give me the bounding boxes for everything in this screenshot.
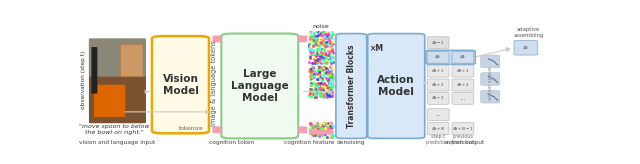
FancyBboxPatch shape — [120, 45, 143, 77]
FancyBboxPatch shape — [221, 34, 298, 138]
FancyBboxPatch shape — [428, 79, 449, 91]
FancyBboxPatch shape — [452, 79, 474, 91]
FancyBboxPatch shape — [428, 37, 449, 49]
FancyBboxPatch shape — [428, 123, 449, 135]
FancyBboxPatch shape — [452, 51, 474, 63]
Text: Large
Language
Model: Large Language Model — [231, 69, 289, 102]
FancyBboxPatch shape — [452, 123, 474, 135]
FancyBboxPatch shape — [428, 65, 449, 77]
Text: $a_t$: $a_t$ — [435, 53, 442, 61]
Text: $a_{t+1}$: $a_{t+1}$ — [456, 67, 470, 75]
Text: observation (step t): observation (step t) — [81, 51, 86, 110]
FancyBboxPatch shape — [309, 130, 333, 135]
Text: $a_{t+1}$: $a_{t+1}$ — [431, 67, 445, 75]
Text: ×M: ×M — [369, 44, 383, 53]
Text: $a_t$: $a_t$ — [522, 44, 530, 52]
FancyBboxPatch shape — [452, 65, 474, 77]
FancyBboxPatch shape — [514, 41, 538, 55]
Text: Transformer Blocks: Transformer Blocks — [347, 44, 356, 128]
FancyBboxPatch shape — [309, 83, 333, 97]
Text: cognition feature: cognition feature — [284, 140, 334, 145]
FancyBboxPatch shape — [426, 50, 476, 64]
Text: ...: ... — [317, 120, 326, 130]
Text: Action
Model: Action Model — [378, 75, 415, 97]
Text: noise: noise — [313, 24, 330, 29]
Text: tokenize: tokenize — [179, 126, 204, 131]
FancyBboxPatch shape — [428, 109, 449, 121]
FancyBboxPatch shape — [336, 34, 367, 138]
FancyBboxPatch shape — [428, 51, 449, 63]
FancyBboxPatch shape — [309, 66, 333, 80]
Text: vision and language input: vision and language input — [79, 140, 156, 145]
Text: "move spoon to below
the bowl on right.": "move spoon to below the bowl on right." — [79, 124, 150, 135]
Text: Vision
Model: Vision Model — [163, 74, 198, 95]
FancyBboxPatch shape — [481, 55, 500, 68]
FancyBboxPatch shape — [212, 126, 221, 133]
FancyBboxPatch shape — [481, 90, 500, 103]
FancyBboxPatch shape — [309, 49, 333, 63]
FancyBboxPatch shape — [481, 73, 500, 85]
Text: $a_{t-1}$: $a_{t-1}$ — [431, 39, 445, 47]
Text: Image & language tokens: Image & language tokens — [211, 40, 218, 126]
Text: $a_{t+N-1}$: $a_{t+N-1}$ — [452, 125, 474, 133]
Text: adaptive
assembling: adaptive assembling — [513, 27, 543, 38]
FancyBboxPatch shape — [452, 92, 474, 104]
FancyBboxPatch shape — [428, 92, 449, 104]
FancyBboxPatch shape — [89, 39, 146, 123]
Text: ...: ... — [435, 112, 441, 117]
FancyBboxPatch shape — [92, 47, 97, 94]
FancyBboxPatch shape — [152, 36, 209, 133]
Text: $a_{t+3}$: $a_{t+3}$ — [431, 94, 445, 102]
Text: denoising: denoising — [337, 140, 365, 145]
FancyBboxPatch shape — [309, 32, 333, 46]
Text: action output: action output — [445, 140, 484, 145]
Text: cognition token: cognition token — [209, 140, 254, 145]
FancyBboxPatch shape — [94, 85, 125, 117]
FancyBboxPatch shape — [89, 39, 146, 77]
Text: ...: ... — [460, 96, 465, 101]
Text: $a_{t+2}$: $a_{t+2}$ — [431, 81, 445, 89]
Text: $a_{t+N}$: $a_{t+N}$ — [431, 125, 445, 133]
Text: action space: action space — [488, 66, 493, 100]
Text: step t
prediction: step t prediction — [426, 134, 451, 145]
Text: $a_{t+2}$: $a_{t+2}$ — [456, 81, 470, 89]
FancyBboxPatch shape — [309, 123, 333, 137]
Text: $a_t$: $a_t$ — [459, 53, 467, 61]
FancyBboxPatch shape — [298, 126, 307, 133]
FancyBboxPatch shape — [367, 34, 425, 138]
FancyBboxPatch shape — [212, 35, 221, 42]
Text: previous
prediction: previous prediction — [451, 134, 476, 145]
FancyBboxPatch shape — [298, 35, 307, 42]
